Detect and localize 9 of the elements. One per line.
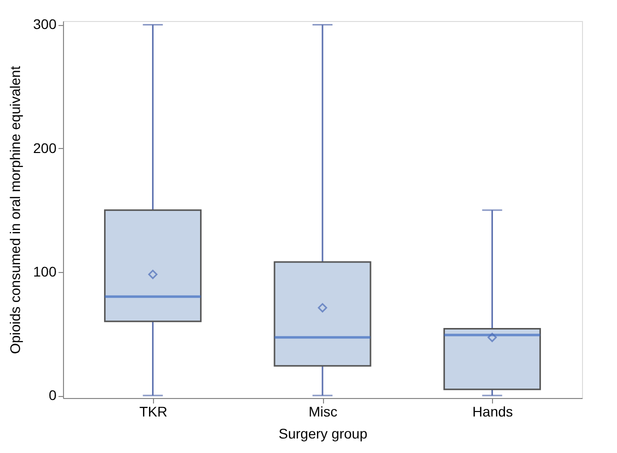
x-tick-label: Hands [472,404,513,420]
y-axis-title: Opioids consumed in oral morphine equivalent [7,66,24,354]
y-tick-label: 200 [33,140,57,156]
x-tick-label: Misc [308,404,338,420]
y-tick-label: 300 [33,16,57,32]
x-axis-title: Surgery group [278,426,368,442]
x-tick-label: TKR [139,404,168,420]
y-tick-label: 0 [48,387,57,404]
y-tick-label: 100 [33,263,57,280]
